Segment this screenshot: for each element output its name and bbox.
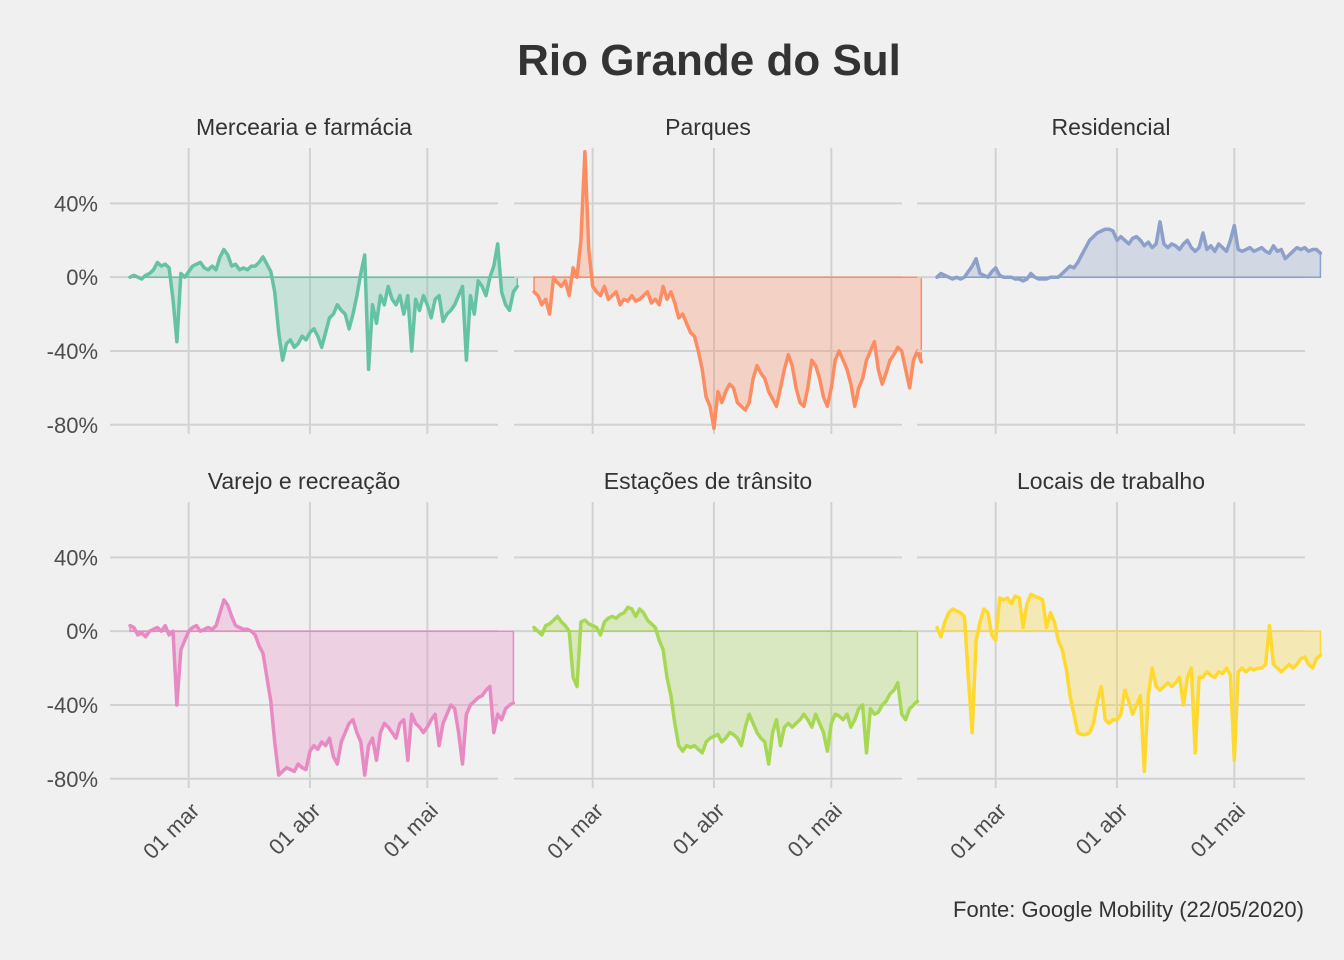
- panel-6: Locais de trabalho: [917, 468, 1323, 788]
- panel-6-line: [935, 592, 1323, 774]
- panel-5-label: Estações de trânsito: [604, 468, 812, 494]
- panel-4-label: Varejo e recreação: [208, 468, 401, 494]
- panel-4: Varejo e recreação: [110, 468, 516, 788]
- x-tick-label-c3-2: 01 abr: [1071, 798, 1133, 860]
- x-tick-label-c3-3: 01 mai: [1185, 798, 1249, 862]
- panel-6-label: Locais de trabalho: [1017, 468, 1205, 494]
- panel-1-label: Mercearia e farmácia: [196, 114, 412, 140]
- x-axis-layer: 01 mar 01 abr 01 mai 01 mar 01 abr 01 mai 01 m…: [138, 798, 1250, 864]
- panel-2: Parques: [514, 114, 924, 434]
- x-tick-label-c2-2: 01 abr: [668, 798, 730, 860]
- panel-1: Mercearia e farmácia: [110, 114, 520, 434]
- chart-caption: Fonte: Google Mobility (22/05/2020): [953, 897, 1304, 922]
- x-tick-label-c2-1: 01 mar: [542, 798, 608, 864]
- x-tick-label-c1-1: 01 mar: [138, 798, 204, 864]
- panel-4-area: [129, 598, 515, 777]
- y-tick-label-r1-4: -80%: [47, 413, 98, 438]
- y-tick-label-r1-2: 0%: [66, 265, 98, 290]
- y-tick-label-r2-3: -40%: [47, 693, 98, 718]
- y-tick-label-r1-3: -40%: [47, 339, 98, 364]
- panel-3-label: Residencial: [1052, 114, 1171, 140]
- panel-2-line: [532, 149, 924, 431]
- panel-3-area: [935, 221, 1322, 282]
- panel-1-line: [128, 242, 520, 372]
- panels-layer: Mercearia e farmácia Parques Residencial Va…: [110, 114, 1323, 788]
- panel-3-line: [935, 220, 1323, 283]
- chart-title: Rio Grande do Sul: [517, 36, 901, 85]
- panel-6-area: [936, 593, 1322, 772]
- panel-5-line: [532, 605, 920, 766]
- y-tick-label-r2-2: 0%: [66, 619, 98, 644]
- panel-4-line: [128, 598, 516, 777]
- x-tick-label-c1-2: 01 abr: [264, 798, 326, 860]
- panel-2-label: Parques: [665, 114, 751, 140]
- y-axis-layer: 40% 0% -40% -80% 40% 0% -40% -80%: [47, 191, 98, 791]
- y-tick-label-r2-1: 40%: [54, 545, 98, 570]
- y-tick-label-r2-4: -80%: [47, 767, 98, 792]
- panel-3: Residencial: [917, 114, 1323, 434]
- y-tick-label-r1-1: 40%: [54, 191, 98, 216]
- x-tick-label-c3-1: 01 mar: [945, 798, 1011, 864]
- x-tick-label-c1-3: 01 mai: [378, 798, 442, 862]
- panel-5: Estações de trânsito: [514, 468, 920, 788]
- x-tick-label-c2-3: 01 mai: [782, 798, 846, 862]
